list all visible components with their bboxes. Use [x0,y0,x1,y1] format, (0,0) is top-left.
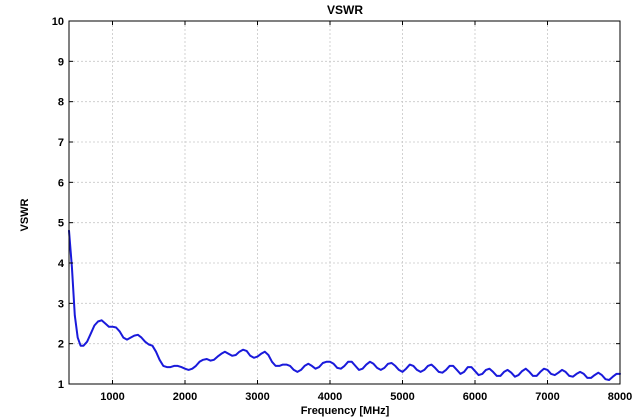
grid [69,20,621,385]
x-tick-label: 8000 [608,391,632,403]
y-tick-label: 10 [52,16,64,28]
y-tick-label: 7 [58,137,64,149]
y-tick-label: 2 [58,339,64,351]
y-tick-label: 8 [58,97,64,109]
x-tick-label: 1000 [100,391,124,403]
x-tick-label: 2000 [173,391,197,403]
x-tick-label: 7000 [535,391,559,403]
y-tick-label: 4 [58,258,65,270]
x-axis-label: Frequency [MHz] [301,405,390,417]
x-tick-label: 3000 [245,391,269,403]
y-tick-label: 1 [58,379,64,391]
y-tick-label: 9 [58,56,64,68]
y-axis-label: VSWR [19,198,31,231]
axis-ticks: 1000 2000 3000 4000 5000 6000 7000 8000 1 2 3 4 5 6 7 8… [52,16,632,403]
y-tick-label: 3 [58,298,64,310]
series-layer [68,229,621,381]
vswr-series-line [68,229,621,381]
chart-title: VSWR [327,3,363,17]
x-tick-label: 4000 [318,391,342,403]
y-tick-label: 5 [58,218,64,230]
x-tick-label: 5000 [390,391,414,403]
x-tick-label: 6000 [463,391,487,403]
y-tick-label: 6 [58,177,64,189]
plot-frame [68,20,621,385]
